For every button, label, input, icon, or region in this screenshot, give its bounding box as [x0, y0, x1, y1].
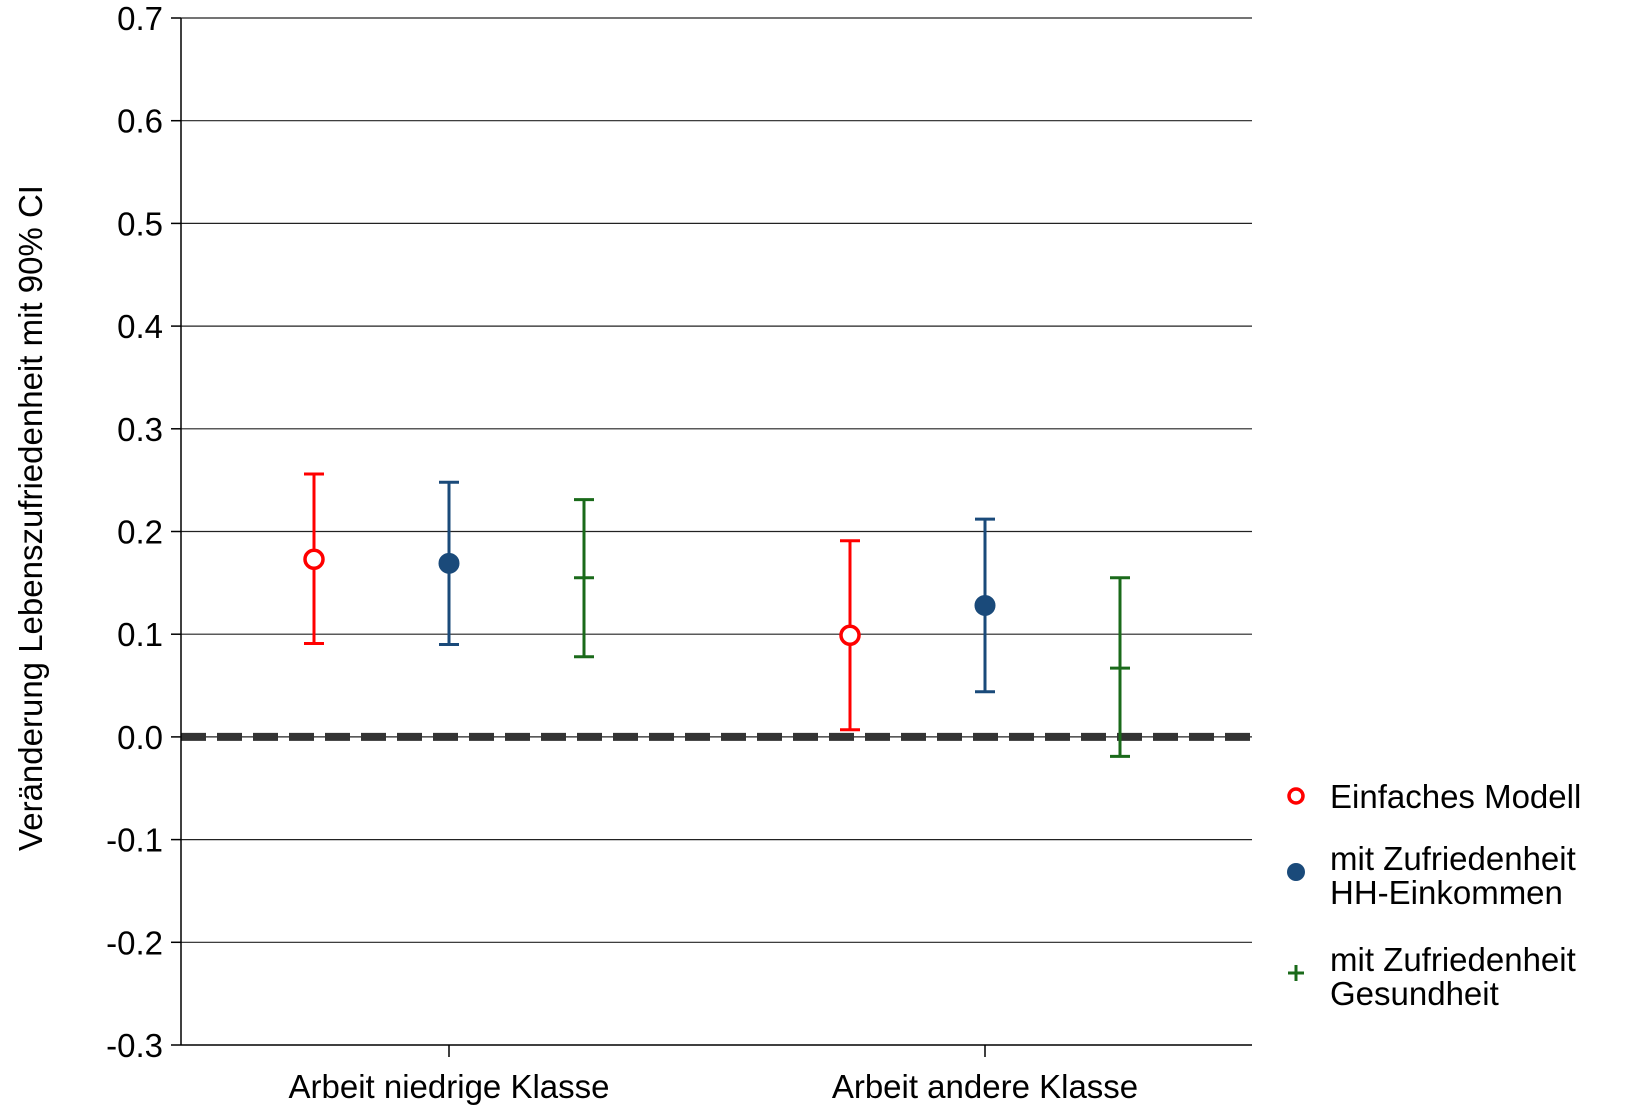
data-marks — [303, 472, 1130, 758]
axes: 0.7 0.6 0.5 0.4 0.3 0.2 0.1 0.0 -0.1 -0.2 -0.3 Arbe… — [106, 0, 1252, 1105]
y-tick-label: 0.7 — [117, 0, 163, 37]
legend-label: mit Zufriedenheit — [1330, 941, 1576, 978]
y-tick-label: 0.6 — [117, 103, 163, 140]
y-tick-label: -0.2 — [106, 924, 163, 961]
gridlines — [181, 17, 1252, 943]
y-tick-label: -0.1 — [106, 822, 163, 859]
y-tick-label: 0.2 — [117, 514, 163, 551]
legend-marker — [1287, 863, 1305, 881]
legend-label: mit Zufriedenheit — [1330, 840, 1576, 877]
y-tick-label: 0.1 — [117, 616, 163, 653]
legend-marker — [1287, 787, 1305, 805]
point-filled-circle — [974, 594, 996, 616]
y-tick-label: 0.5 — [117, 205, 163, 242]
y-axis-title: Veränderung Lebenszufriedenheit mit 90% … — [12, 185, 49, 851]
x-tick-label: Arbeit niedrige Klasse — [288, 1068, 609, 1105]
legend-label: Einfaches Modell — [1330, 778, 1581, 815]
point-open-circle — [303, 548, 325, 570]
legend-label: HH-Einkommen — [1330, 874, 1563, 911]
point-open-circle — [839, 624, 861, 646]
y-tick-label: 0.0 — [117, 719, 163, 756]
x-tick-label: Arbeit andere Klasse — [832, 1068, 1138, 1105]
y-tick-label: -0.3 — [106, 1027, 163, 1064]
y-tick-label: 0.3 — [117, 411, 163, 448]
point-filled-circle — [438, 552, 460, 574]
y-tick-label: 0.4 — [117, 308, 163, 345]
legend-label: Gesundheit — [1330, 975, 1499, 1012]
